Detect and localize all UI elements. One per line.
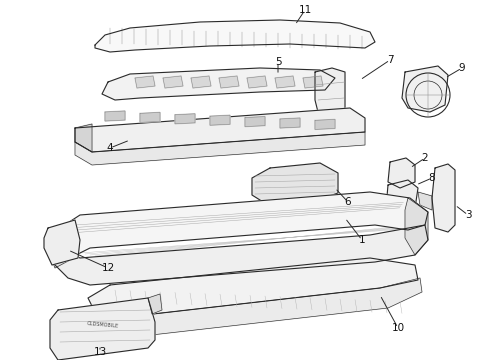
Polygon shape [175,114,195,124]
Text: 9: 9 [459,63,466,73]
Polygon shape [247,76,267,88]
Text: 4: 4 [107,143,113,153]
Text: 2: 2 [422,153,428,163]
Polygon shape [388,158,415,188]
Polygon shape [280,118,300,128]
Text: 11: 11 [298,5,312,15]
Polygon shape [148,294,162,314]
Polygon shape [88,258,418,318]
Polygon shape [75,124,92,152]
Polygon shape [55,225,428,285]
Polygon shape [191,76,211,88]
Text: 3: 3 [465,210,471,220]
Text: 12: 12 [101,263,115,273]
Polygon shape [135,76,155,88]
Polygon shape [315,68,345,116]
Text: 6: 6 [344,197,351,207]
Polygon shape [163,76,183,88]
Text: 7: 7 [387,55,393,65]
Polygon shape [75,132,365,165]
Polygon shape [210,115,230,125]
Polygon shape [140,112,160,122]
Polygon shape [315,120,335,129]
Polygon shape [105,111,125,121]
Text: 8: 8 [429,173,435,183]
Polygon shape [386,180,418,214]
Polygon shape [88,278,422,338]
Polygon shape [102,68,335,100]
Polygon shape [303,76,323,88]
Polygon shape [75,108,365,152]
Polygon shape [58,192,428,258]
Polygon shape [95,20,375,52]
Polygon shape [275,76,295,88]
Text: 10: 10 [392,323,405,333]
Text: OLDSMOBILE: OLDSMOBILE [87,321,119,329]
Polygon shape [252,163,338,205]
Polygon shape [402,66,448,112]
Polygon shape [44,220,80,265]
Polygon shape [405,198,428,255]
Text: 5: 5 [275,57,281,67]
Polygon shape [50,298,155,360]
Polygon shape [418,192,432,210]
Polygon shape [48,228,70,268]
Text: 13: 13 [94,347,107,357]
Polygon shape [219,76,239,88]
Text: 1: 1 [359,235,366,245]
Polygon shape [245,117,265,127]
Polygon shape [432,164,455,232]
